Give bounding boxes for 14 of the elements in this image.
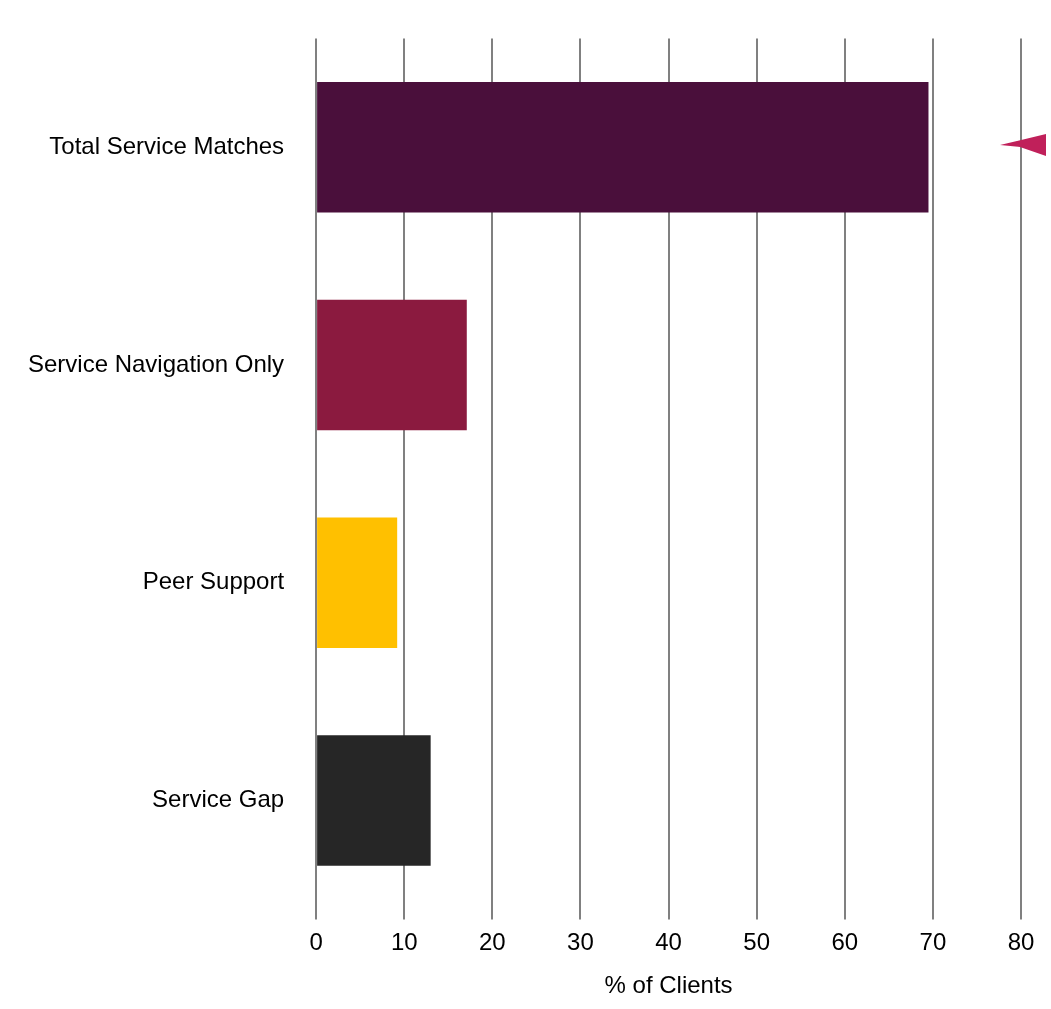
x-tick-label: 40 [655, 928, 682, 956]
x-tick-label: 60 [831, 928, 859, 956]
x-tick-label: 30 [567, 928, 594, 956]
y-tick-label: Service Navigation Only [27, 349, 285, 377]
x-tick-label: 10 [390, 928, 418, 956]
x-axis-title: % of Clients [604, 971, 733, 999]
y-tick-label: Peer Support [142, 567, 285, 595]
x-tick-label: 70 [919, 928, 947, 956]
x-tick-label: 0 [309, 928, 323, 956]
x-tick-label: 50 [743, 928, 771, 956]
y-tick-label: Total Service Matches [49, 131, 285, 159]
x-tick-label: 20 [478, 928, 506, 956]
y-tick-label: Service Gap [152, 785, 285, 813]
x-tick-label: 80 [1007, 928, 1035, 956]
